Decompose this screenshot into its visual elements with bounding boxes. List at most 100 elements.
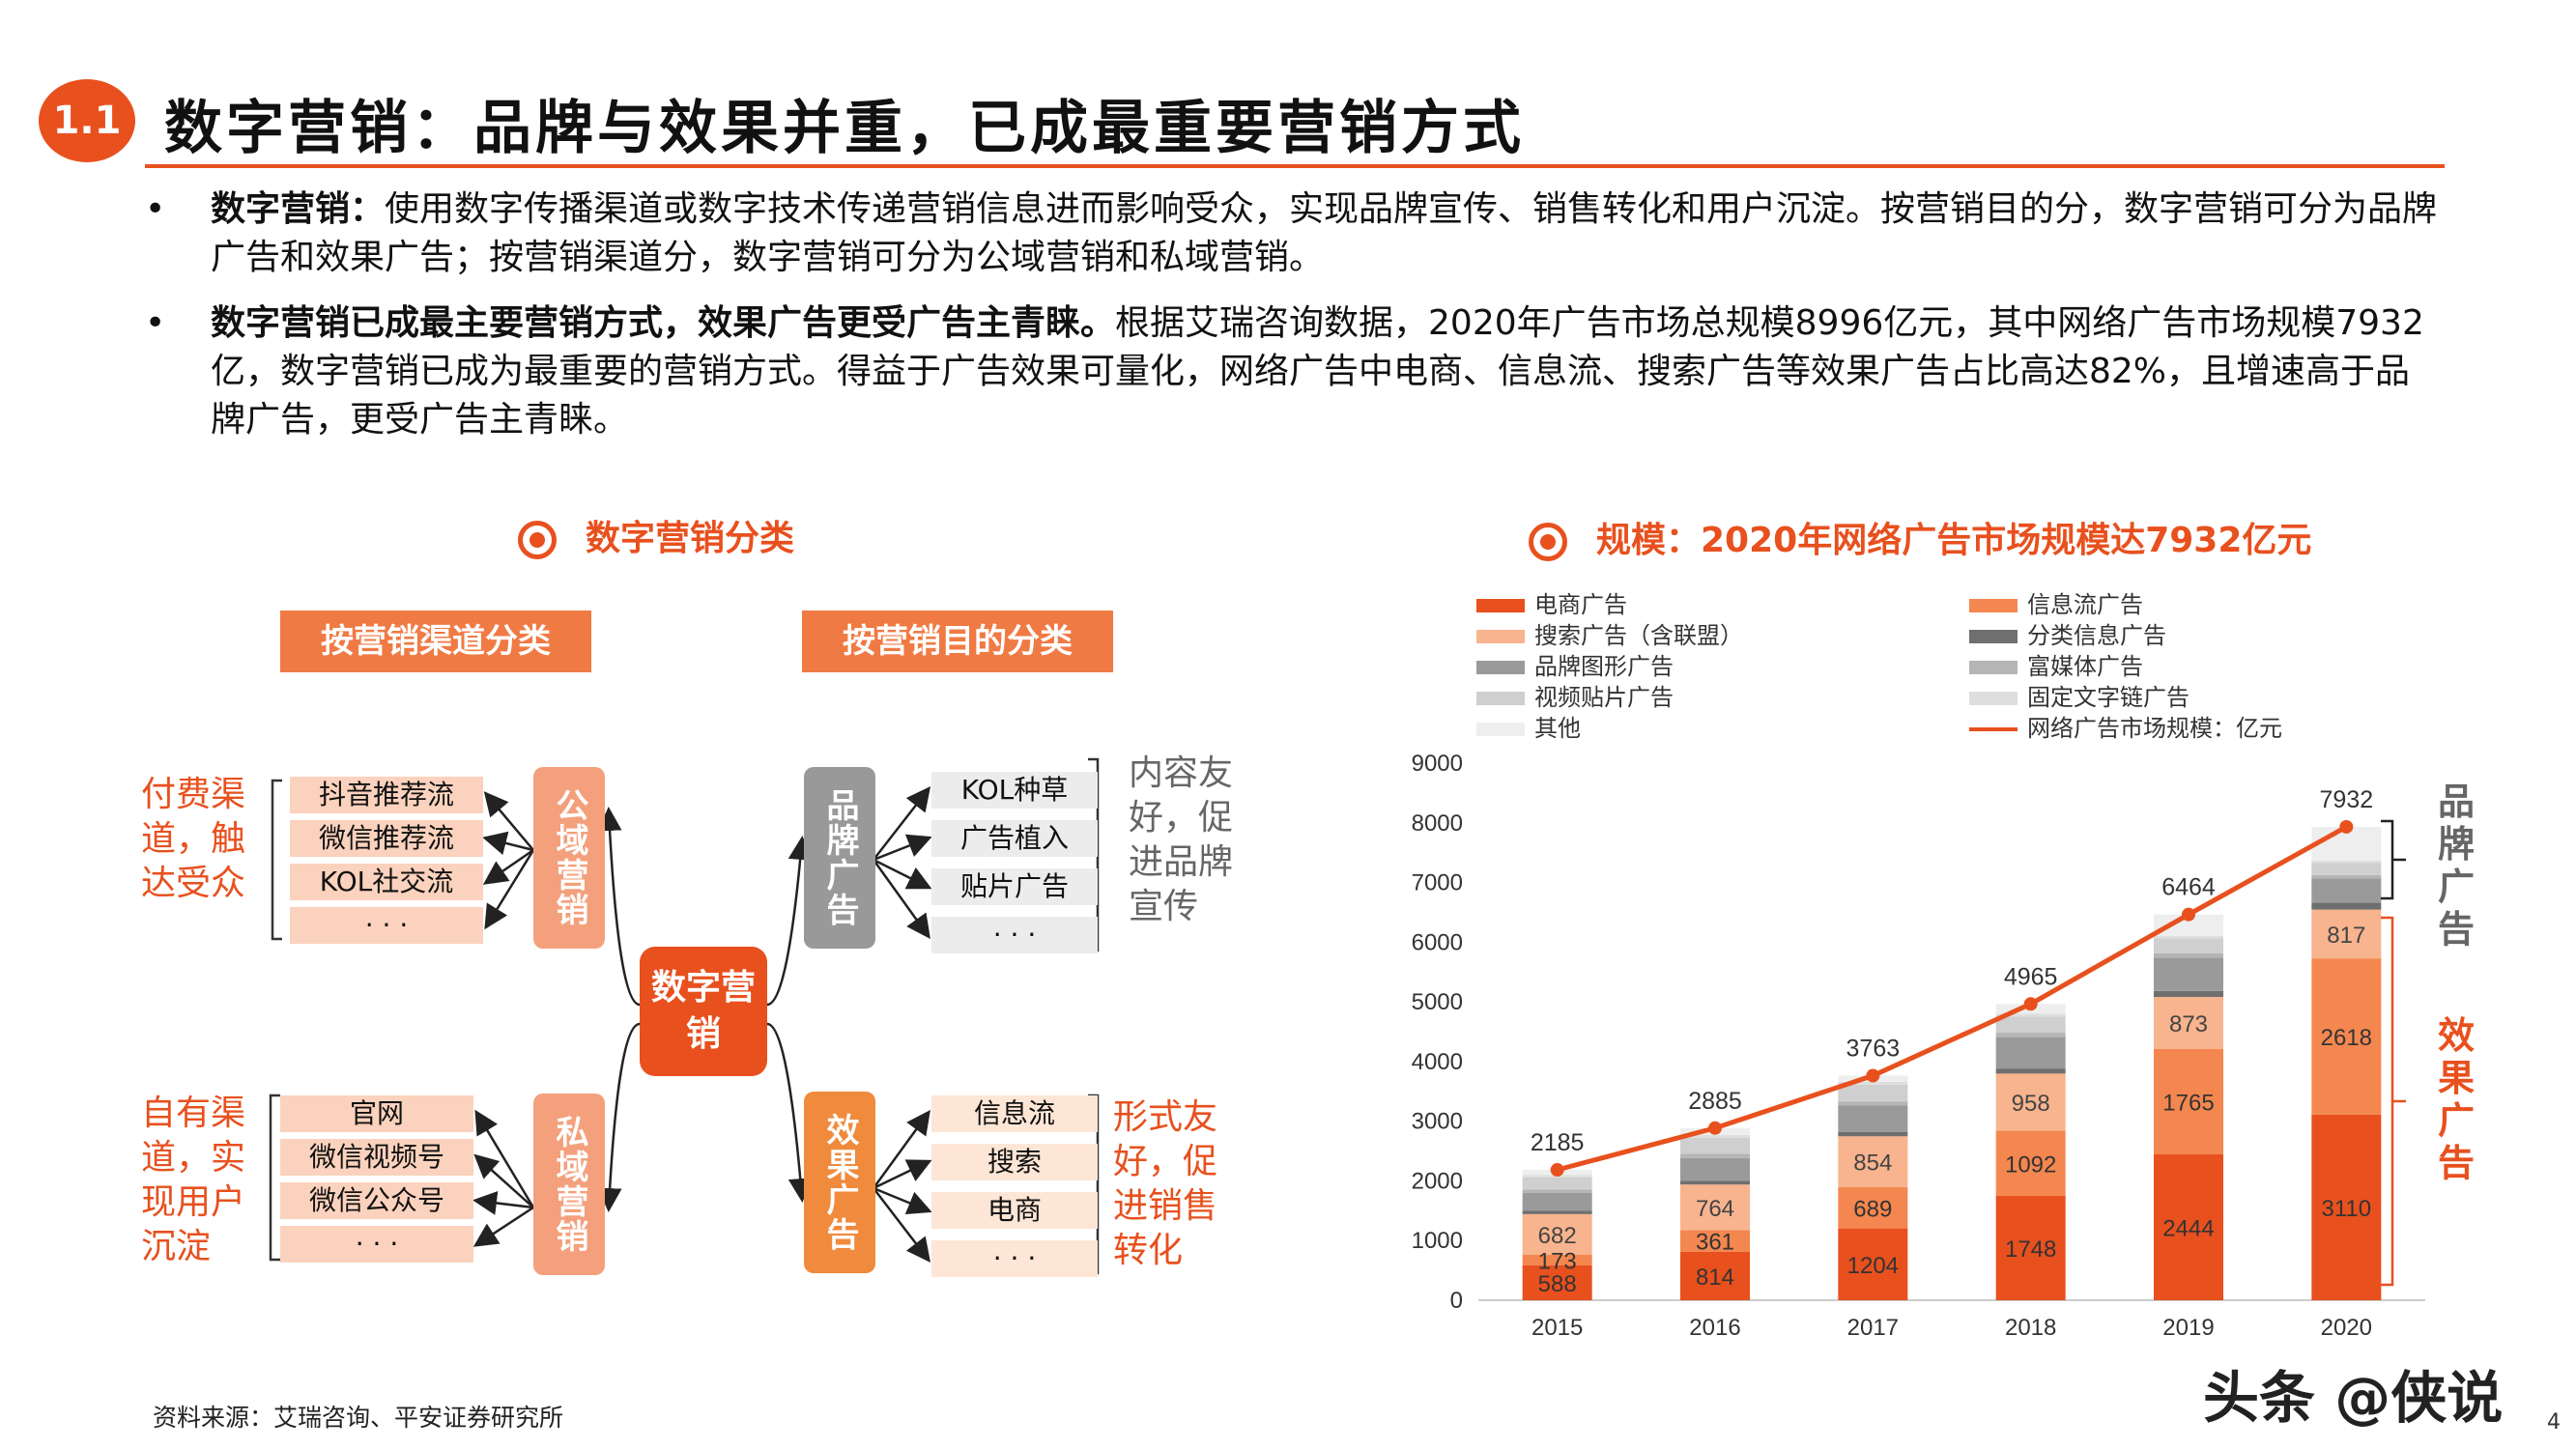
bar-segment xyxy=(2154,914,2223,936)
public-item: · · · xyxy=(290,907,483,944)
bar-segment xyxy=(1838,1228,1908,1300)
effect-ad-side-label: 效果广告 xyxy=(2437,1014,2475,1184)
public-domain-box: 公域营销 xyxy=(533,767,605,949)
bar-segment xyxy=(2154,1154,2223,1300)
right-section-heading: 规模：2020年网络广告市场规模达7932亿元 xyxy=(1529,512,2311,562)
bar-segment xyxy=(2154,935,2223,939)
x-tick-label: 2015 xyxy=(1531,1315,1583,1341)
bar-segment xyxy=(2311,874,2382,879)
bar-value-label: 817 xyxy=(2327,923,2365,949)
legend-label: 信息流广告 xyxy=(2027,591,2143,618)
line-point xyxy=(2023,997,2038,1011)
legend-entry: 搜索广告（含联盟） xyxy=(1476,616,1743,650)
bar-segment xyxy=(1680,1137,1750,1154)
private-domain-box: 私域营销 xyxy=(533,1094,605,1275)
y-tick-label: 1000 xyxy=(1412,1228,1463,1254)
brand-ad-side-label: 品牌广告 xyxy=(2437,781,2475,951)
brand-item: KOL种草 xyxy=(931,772,1098,809)
bar-segment xyxy=(1522,1177,1592,1190)
legend-swatch xyxy=(1969,630,2018,643)
bullet-1-lead: 数字营销： xyxy=(211,189,386,229)
bar-segment xyxy=(1995,1073,2066,1131)
bar-value-label: 2444 xyxy=(2162,1216,2214,1242)
public-item: 微信推荐流 xyxy=(290,820,483,857)
public-item: KOL社交流 xyxy=(290,864,483,900)
digital-marketing-core: 数字营销 xyxy=(640,947,767,1076)
bar-segment xyxy=(2154,938,2223,953)
legend-entry: 电商广告 xyxy=(1476,585,1627,619)
bar-segment xyxy=(2311,958,2382,1115)
bar-segment xyxy=(1995,1068,2066,1074)
side-brackets xyxy=(2381,819,2406,1287)
line-point xyxy=(2339,819,2354,834)
bar-value-label: 361 xyxy=(1696,1230,1734,1256)
bar-segment xyxy=(2311,1114,2382,1300)
private-item: · · · xyxy=(280,1226,473,1263)
left-section-heading: 数字营销分类 xyxy=(518,510,794,560)
bar-segment xyxy=(1680,1251,1750,1300)
y-tick-label: 3000 xyxy=(1412,1109,1463,1135)
bar-value-label: 173 xyxy=(1538,1248,1577,1274)
legend-label: 品牌图形广告 xyxy=(1534,653,1674,680)
bar-segment xyxy=(1522,1254,1592,1265)
bar-value-label: 682 xyxy=(1538,1223,1577,1249)
bar-segment xyxy=(1838,1084,1908,1102)
legend-swatch xyxy=(1476,599,1525,612)
private-item: 微信公众号 xyxy=(280,1182,473,1219)
legend-entry: 富媒体广告 xyxy=(1969,647,2143,681)
bar-segment xyxy=(2311,861,2382,864)
legend-entry: 网络广告市场规模：亿元 xyxy=(1969,709,2282,743)
legend-entry: 品牌图形广告 xyxy=(1476,647,1674,681)
bullet-1-text: 使用数字传播渠道或数字技术传递营销信息进而影响受众，实现品牌宣传、销售转化和用户… xyxy=(211,189,2438,277)
legend-entry: 分类信息广告 xyxy=(1969,616,2166,650)
stacked-bar-chart: 0 1000 2000 3000 4000 5000 6000 7000 8000 9000 201… xyxy=(1412,751,2425,1341)
bar-segment xyxy=(1838,1081,1908,1085)
legend-entry: 视频贴片广告 xyxy=(1476,678,1674,712)
x-tick-label: 2018 xyxy=(2005,1315,2056,1341)
y-tick-label: 7000 xyxy=(1412,870,1463,896)
brand-item: 贴片广告 xyxy=(931,868,1098,905)
bar-value-label: 2618 xyxy=(2321,1025,2372,1051)
y-tick-label: 5000 xyxy=(1412,989,1463,1015)
market-size-line xyxy=(1557,824,2348,1173)
line-point xyxy=(1708,1121,1722,1135)
watermark: 头条 @侠说 xyxy=(2203,1365,2504,1431)
x-tick-label: 2020 xyxy=(2321,1315,2372,1341)
bar-segment xyxy=(2311,878,2382,903)
bar-value-label: 1092 xyxy=(2005,1151,2056,1178)
legend-swatch xyxy=(1476,661,1525,674)
bullet-2: • 数字营销已成最主要营销方式，效果广告更受广告主青睐。根据艾瑞咨询数据，202… xyxy=(145,299,2445,444)
line-value-label: 3763 xyxy=(1846,1036,1901,1063)
bullet-dot: • xyxy=(145,189,166,229)
line-point xyxy=(1550,1163,1564,1178)
effect-item: 搜索 xyxy=(931,1144,1098,1180)
brand-note: 内容友好，促进品牌宣传 xyxy=(1129,753,1234,926)
bar-segment xyxy=(1838,1131,1908,1137)
effect-item: · · · xyxy=(931,1240,1098,1277)
title-underline xyxy=(145,164,2445,168)
bar-value-label: 854 xyxy=(1853,1151,1892,1177)
bar-segment xyxy=(2311,902,2382,910)
legend-entry: 固定文字链广告 xyxy=(1969,678,2190,712)
bar-segment xyxy=(1680,1157,1750,1181)
y-tick-label: 0 xyxy=(1450,1288,1463,1314)
bar-segment xyxy=(1522,1213,1592,1255)
bar-segment xyxy=(1680,1180,1750,1185)
brand-item: · · · xyxy=(931,917,1098,953)
private-item: 官网 xyxy=(280,1095,473,1132)
target-icon xyxy=(518,521,557,559)
legend-swatch xyxy=(1969,599,2018,612)
bullet-1: • 数字营销：使用数字传播渠道或数字技术传递营销信息进而影响受众，实现品牌宣传、… xyxy=(145,185,2445,282)
y-tick-label: 2000 xyxy=(1412,1168,1463,1194)
bullet-2-lead: 数字营销已成最主要营销方式，效果广告更受广告主青睐。 xyxy=(211,303,1116,343)
bar-segment xyxy=(1995,1013,2066,1017)
bullet-2-text: 根据艾瑞咨询数据，2020年广告市场总规模8996亿元，其中网络广告市场规模79… xyxy=(211,303,2424,440)
bar-segment xyxy=(1522,1210,1592,1214)
legend-swatch xyxy=(1969,661,2018,674)
effect-item: 信息流 xyxy=(931,1095,1098,1132)
bar-segment xyxy=(1838,1187,1908,1229)
effect-item: 电商 xyxy=(931,1192,1098,1229)
line-value-label: 6464 xyxy=(2161,874,2216,901)
bar-segment xyxy=(1522,1264,1592,1300)
bar-segment xyxy=(1995,1196,2066,1300)
